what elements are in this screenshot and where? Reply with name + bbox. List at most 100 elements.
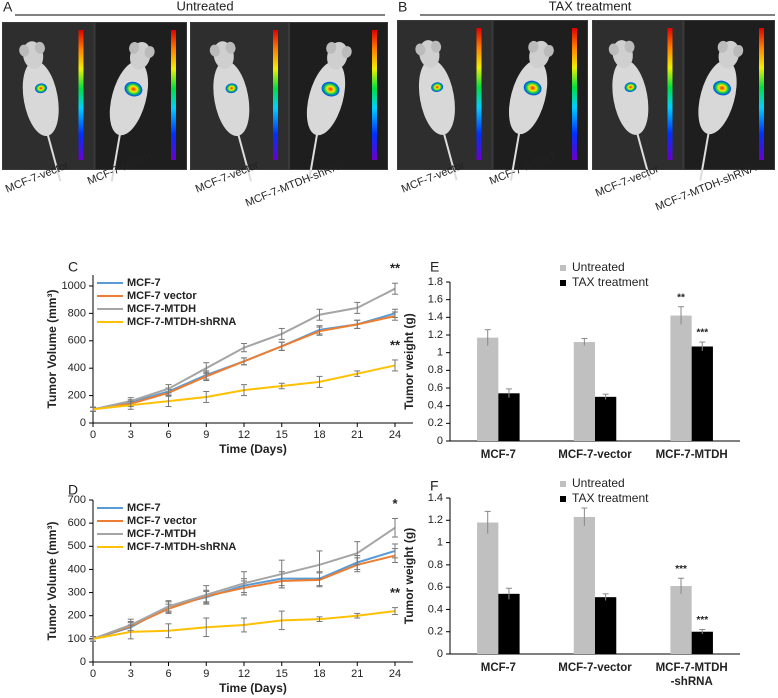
error-bar bbox=[484, 510, 491, 534]
panel-label: D bbox=[68, 482, 78, 498]
mouse bbox=[508, 40, 554, 181]
y-tick-label: 0 bbox=[437, 435, 443, 447]
y-tick-label: 400 bbox=[68, 362, 86, 374]
panel-label: F bbox=[430, 478, 439, 494]
error-bar bbox=[354, 612, 361, 619]
color-scale bbox=[171, 30, 176, 160]
error-bar bbox=[581, 507, 588, 526]
error-bar bbox=[127, 400, 134, 410]
mouse-tail bbox=[699, 125, 711, 181]
error-bar bbox=[278, 382, 285, 390]
error-bar bbox=[203, 390, 210, 403]
bar bbox=[477, 522, 499, 654]
mouse-ear bbox=[209, 44, 220, 57]
x-tick-label: 6 bbox=[165, 429, 171, 441]
bioluminescence-image bbox=[397, 20, 588, 181]
error-bar bbox=[165, 623, 172, 639]
y-tick-label: 1 bbox=[437, 536, 443, 548]
signal bbox=[431, 82, 444, 92]
error-bar bbox=[203, 362, 210, 375]
mouse-body bbox=[508, 60, 548, 135]
mouse-tail bbox=[110, 127, 123, 182]
bar bbox=[595, 597, 617, 654]
mouse-body bbox=[306, 61, 346, 136]
color-scale bbox=[273, 30, 278, 160]
legend-swatch bbox=[560, 496, 566, 502]
x-tick-label: MCF-7 bbox=[481, 662, 516, 674]
legend-label: MCF-7-MTDH bbox=[127, 528, 196, 540]
mouse-ear bbox=[528, 40, 539, 53]
significance-mark: ** bbox=[390, 337, 401, 352]
x-tick-label: MCF-7 bbox=[481, 449, 516, 461]
error-bar bbox=[316, 616, 323, 622]
legend-label: MCF-7-MTDH-shRNA bbox=[127, 541, 236, 553]
y-tick-label: 600 bbox=[68, 335, 86, 347]
legend-label: TAX treatment bbox=[572, 275, 649, 289]
x-tick-label: 3 bbox=[128, 429, 134, 441]
mouse-tail bbox=[509, 125, 522, 181]
error-bar bbox=[203, 585, 210, 605]
error-bar bbox=[602, 393, 609, 400]
panel-title: Untreated bbox=[176, 0, 233, 13]
legend-label: MCF-7-MTDH-shRNA bbox=[127, 316, 236, 328]
panel-label: A bbox=[3, 0, 13, 15]
mouse-ear bbox=[34, 41, 45, 54]
y-tick-label: 0 bbox=[80, 656, 86, 668]
mouse-ear bbox=[341, 46, 352, 58]
signal bbox=[713, 80, 731, 96]
mouse-tail bbox=[441, 126, 458, 181]
panel-title: TAX treatment bbox=[549, 0, 632, 13]
significance-mark: ** bbox=[390, 261, 401, 276]
x-tick-label: MCF-7-MTDH -shRNA bbox=[656, 662, 728, 688]
x-axis-label: Time (Days) bbox=[219, 681, 287, 695]
legend-label: MCF-7 vector bbox=[127, 515, 197, 527]
y-axis-label: Tumor weight (g) bbox=[402, 528, 416, 624]
error-bar bbox=[602, 593, 609, 601]
bar bbox=[477, 337, 499, 441]
mouse-body bbox=[213, 60, 250, 136]
mouse bbox=[698, 40, 744, 181]
mouse-body bbox=[698, 60, 737, 135]
color-scale bbox=[78, 30, 84, 160]
y-tick-label: 0.8 bbox=[428, 364, 443, 376]
y-tick-label: 0 bbox=[80, 417, 86, 429]
y-tick-label: 800 bbox=[68, 307, 86, 319]
error-bar bbox=[241, 617, 247, 633]
x-tick-label: 9 bbox=[203, 668, 209, 680]
error-bar bbox=[278, 559, 285, 589]
error-bar bbox=[392, 282, 398, 295]
legend-label: TAX treatment bbox=[572, 491, 649, 505]
y-tick-label: 0.8 bbox=[428, 559, 443, 571]
error-bar bbox=[678, 577, 685, 594]
error-bar bbox=[90, 636, 96, 642]
color-scale bbox=[372, 30, 377, 160]
x-tick-label: 21 bbox=[351, 668, 363, 680]
mouse-ear bbox=[717, 40, 728, 53]
bar bbox=[498, 593, 520, 654]
mouse-ear bbox=[129, 41, 140, 54]
panel-label: E bbox=[430, 259, 439, 275]
error-bar bbox=[165, 384, 172, 394]
legend-label: MCF-7 bbox=[127, 502, 161, 514]
legend-swatch bbox=[560, 280, 566, 286]
x-tick-label: 18 bbox=[313, 668, 325, 680]
y-tick-label: 200 bbox=[68, 610, 86, 622]
y-tick-label: 1.8 bbox=[428, 276, 443, 288]
error-bar bbox=[505, 388, 512, 398]
signal bbox=[523, 80, 542, 96]
y-tick-label: 100 bbox=[68, 633, 86, 645]
legend-label: MCF-7 bbox=[127, 277, 161, 289]
mouse-ear bbox=[225, 41, 236, 54]
y-tick-label: 0.2 bbox=[428, 417, 443, 429]
mouse-ear bbox=[543, 44, 554, 57]
y-tick-label: 1.6 bbox=[428, 294, 443, 306]
bar bbox=[573, 342, 595, 441]
error-bar bbox=[484, 329, 491, 346]
y-tick-label: 500 bbox=[68, 540, 86, 552]
error-bar bbox=[354, 319, 361, 329]
x-tick-label: 15 bbox=[276, 429, 288, 441]
x-tick-label: 0 bbox=[90, 668, 96, 680]
panel-label: C bbox=[68, 259, 78, 275]
mouse-body bbox=[109, 61, 149, 136]
